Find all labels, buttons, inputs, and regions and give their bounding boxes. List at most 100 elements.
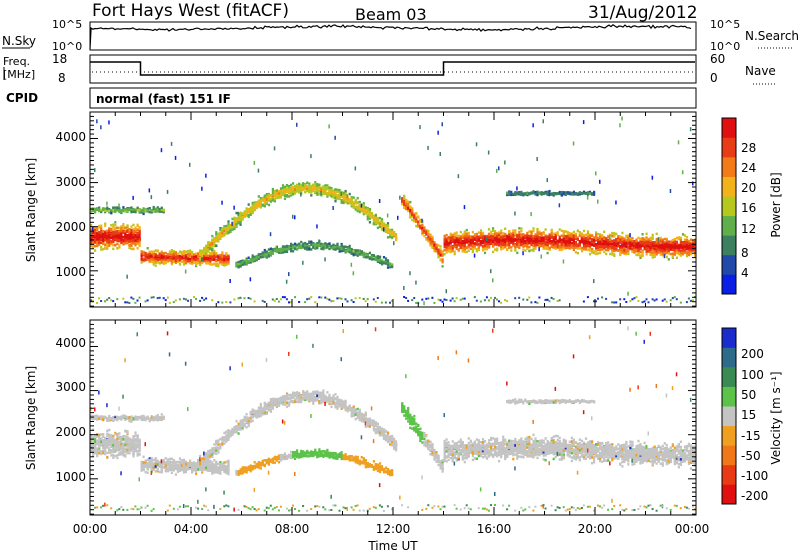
power-cell [166, 296, 169, 299]
power-cell [98, 241, 101, 244]
power-cell [447, 248, 450, 251]
power-cell [126, 224, 129, 227]
power-cell [328, 298, 331, 301]
power-cell [189, 162, 191, 167]
power-cell [623, 249, 626, 252]
power-cell [352, 301, 355, 303]
power-cell [191, 262, 194, 265]
power-cell [487, 246, 491, 249]
power-cell [259, 253, 262, 256]
power-cell [324, 246, 327, 250]
power-cell [304, 183, 307, 187]
power-cell [271, 198, 274, 202]
power-cell [227, 231, 230, 234]
power-cell [597, 232, 600, 236]
power-cell [350, 196, 353, 199]
power-cell [340, 244, 343, 248]
power-cell [483, 243, 487, 246]
power-cell [294, 247, 297, 251]
power-cell [554, 232, 557, 235]
power-cell [445, 237, 448, 240]
power-cell [253, 259, 256, 263]
power-cell [447, 235, 450, 239]
power-cell [320, 247, 323, 250]
power-cell [637, 299, 640, 302]
power-cell [120, 232, 123, 236]
power-cell [520, 241, 523, 245]
power-cell [211, 234, 214, 238]
power-cell [433, 249, 436, 253]
power-cell [263, 202, 266, 205]
power-cell [136, 207, 139, 210]
power-cell [635, 239, 638, 243]
power-cell [459, 241, 462, 244]
power-cell [130, 209, 133, 212]
power-cell [94, 241, 97, 244]
power-cell [302, 260, 304, 265]
power-cell [641, 251, 644, 255]
power-cell [160, 258, 163, 261]
power-cell [324, 243, 327, 247]
power-cell [475, 248, 478, 251]
power-cell [265, 200, 268, 204]
power-cell [166, 253, 169, 256]
power-cell [370, 253, 373, 257]
power-cell [152, 296, 155, 299]
power-cell [485, 245, 489, 248]
power-cell [207, 258, 210, 262]
power-cell [584, 233, 588, 237]
frequency-trace [90, 61, 695, 76]
power-cell [227, 220, 230, 223]
power-cell [439, 248, 442, 251]
power-cell [530, 237, 533, 241]
power-cell [110, 299, 113, 302]
power-cell [520, 227, 523, 230]
power-cell [617, 237, 620, 241]
power-cell [479, 300, 482, 303]
power-cell [283, 248, 287, 251]
power-cell [475, 243, 478, 246]
power-cell [106, 229, 109, 233]
power-cell [599, 243, 602, 246]
power-cell [122, 238, 125, 242]
power-cell [191, 260, 194, 264]
power-cell [439, 250, 442, 253]
power-cell [122, 235, 125, 239]
power-cell [378, 255, 382, 259]
power-cell [243, 210, 246, 213]
power-cell [481, 245, 485, 248]
power-cell [536, 233, 539, 237]
power-cell [292, 246, 295, 250]
power-cell [546, 240, 549, 243]
power-cell [294, 188, 297, 191]
power-cell [308, 190, 311, 194]
power-cell [128, 240, 131, 244]
power-cell [318, 296, 321, 299]
power-cell [312, 245, 315, 249]
power-cell [162, 297, 165, 300]
power-cell [384, 262, 388, 265]
power-cell [199, 259, 202, 263]
power-cell [532, 229, 535, 233]
power-cell [625, 252, 628, 256]
power-cell [520, 238, 523, 242]
power-cell [504, 299, 507, 301]
power-cell [334, 245, 337, 249]
power-cell [306, 246, 309, 249]
power-cell [255, 202, 258, 206]
power-cell [560, 238, 563, 242]
power-cell [120, 238, 123, 242]
power-cell [552, 240, 555, 243]
power-cell [522, 242, 525, 246]
power-cell [96, 232, 99, 235]
power-cell [154, 255, 157, 258]
nave-right-tick-bottom: 0 [710, 71, 718, 85]
power-cell [245, 258, 248, 262]
power-cell [603, 230, 606, 234]
power-cell [443, 236, 446, 239]
power-cell [362, 297, 365, 300]
power-cell [191, 252, 194, 256]
power-cell [166, 258, 169, 262]
power-cell [417, 224, 420, 227]
power-cell [487, 235, 491, 238]
